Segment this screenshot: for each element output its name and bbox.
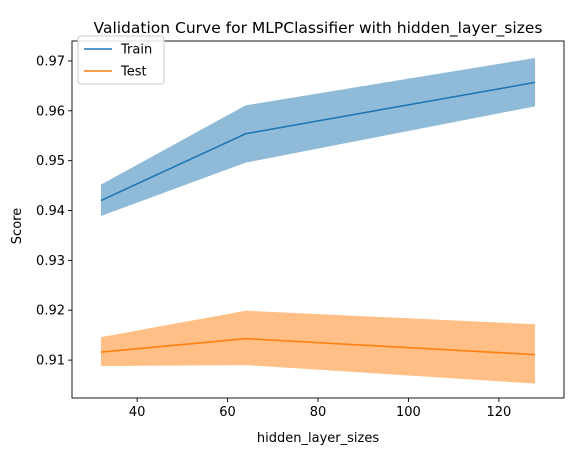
chart-title: Validation Curve for MLPClassifier with …: [94, 19, 543, 38]
y-tick-label: 0.94: [36, 204, 65, 219]
y-tick-label: 0.95: [36, 154, 65, 169]
train-legend-label: Train: [120, 43, 152, 58]
train-series-line: [100, 81, 536, 202]
y-tick-label: 0.93: [36, 254, 65, 269]
test-series-line: [100, 337, 536, 356]
y-tick-label: 0.97: [36, 54, 65, 69]
test-confidence-band: [100, 310, 536, 384]
plot-area: [100, 57, 536, 384]
y-tick-label: 0.96: [36, 104, 65, 119]
axes: 40 60 80 100 120 0.91 0.92 0.93 0.94 0.95 0.96 0.97: [36, 40, 565, 420]
x-tick-label: 80: [310, 405, 327, 420]
x-tick-label: 100: [396, 405, 421, 420]
y-axis-label: Score: [10, 208, 25, 244]
legend: Train Test: [77, 35, 165, 85]
x-axis-label: hidden_layer_sizes: [257, 431, 379, 446]
x-tick-label: 60: [219, 405, 236, 420]
x-tick-label: 40: [129, 405, 146, 420]
test-legend-label: Test: [120, 65, 147, 80]
x-tick-label: 120: [486, 405, 511, 420]
legend-box: [77, 35, 165, 85]
y-tick-label: 0.92: [36, 304, 65, 319]
y-tick-label: 0.91: [36, 354, 65, 369]
train-confidence-band: [100, 57, 536, 217]
